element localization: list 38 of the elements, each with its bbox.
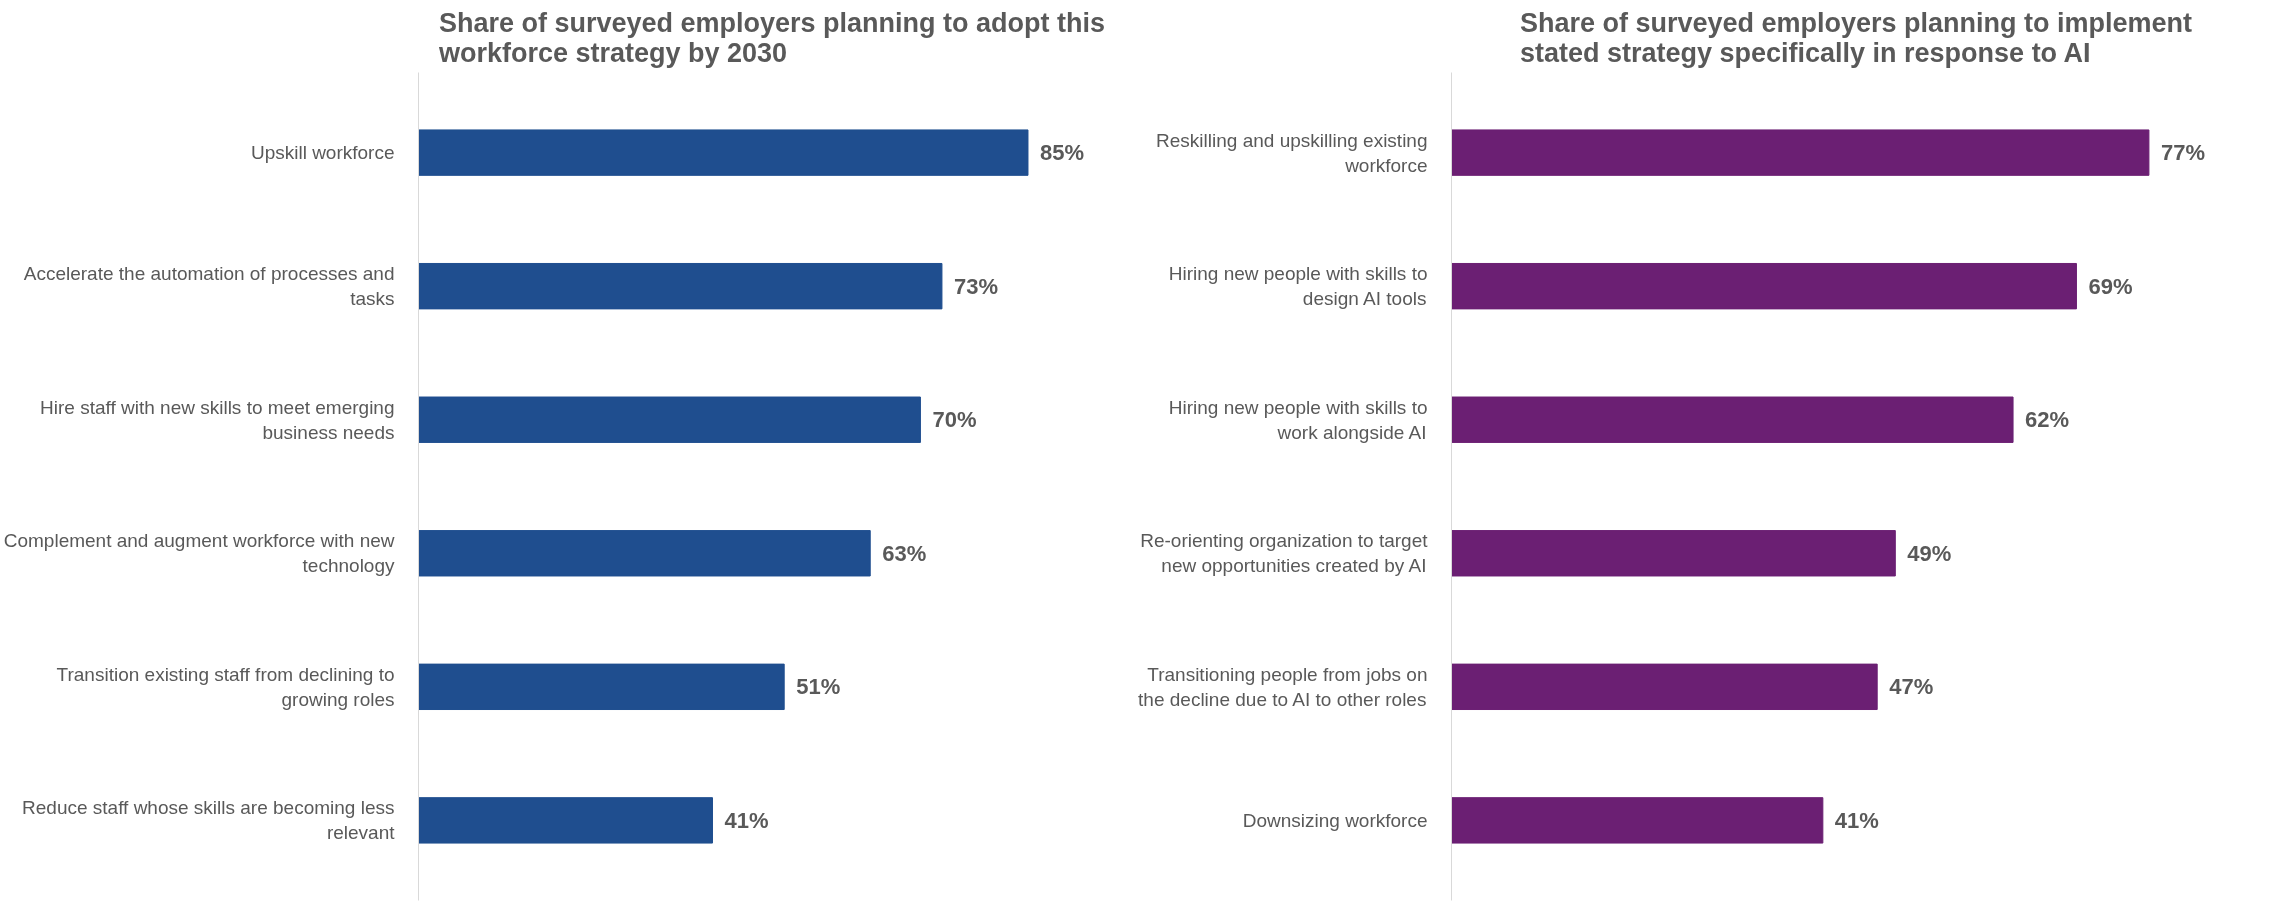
y-tick-label: Reskilling and upskilling existing workforce bbox=[1156, 129, 1428, 176]
y-tick-label: Hiring new people with skills to work alongside AI bbox=[1168, 396, 1428, 443]
y-tick-label: Transition existing staff from declining to growing roles bbox=[56, 663, 395, 710]
bar bbox=[1451, 797, 1824, 844]
y-tick-label: Hire staff with new skills to meet emerging business needs bbox=[40, 396, 395, 443]
data-label: 47% bbox=[1889, 674, 1934, 700]
y-tick-label: Hiring new people with skills to design AI tools bbox=[1168, 263, 1428, 310]
data-label: 41% bbox=[724, 807, 769, 833]
bar bbox=[1451, 262, 2077, 310]
data-label: 62% bbox=[2025, 407, 2070, 433]
data-label: 85% bbox=[1039, 140, 1085, 166]
data-label: 41% bbox=[1834, 807, 1879, 833]
bar bbox=[418, 262, 943, 310]
data-label: 49% bbox=[1907, 540, 1952, 566]
data-label: 51% bbox=[796, 674, 841, 700]
chart-title: Share of surveyed employers planning to implement stated strategy specifically in response to AI bbox=[1519, 7, 2193, 68]
bar bbox=[418, 797, 713, 844]
chart-title: Share of surveyed employers planning to adopt this workforce strategy by 2030 bbox=[437, 7, 1106, 68]
data-label: 63% bbox=[882, 540, 927, 566]
y-tick-label: Complement and augment workforce with new technology bbox=[3, 530, 395, 577]
bar bbox=[1451, 663, 1878, 711]
bar bbox=[418, 663, 785, 711]
bar bbox=[1451, 530, 1896, 577]
bar bbox=[418, 530, 871, 577]
data-label: 73% bbox=[953, 273, 998, 299]
y-tick-label: Reduce staff whose skills are becoming less relevant bbox=[22, 797, 396, 844]
bar bbox=[1451, 129, 2150, 176]
y-tick-label: Re-orienting organization to target new opportunities created by AI bbox=[1140, 530, 1429, 577]
bar bbox=[418, 396, 921, 443]
bar bbox=[418, 129, 1029, 176]
y-tick-label: Transitioning people from jobs on the decline due to AI to other roles bbox=[1138, 663, 1428, 710]
bar bbox=[1451, 396, 2014, 443]
data-label: 70% bbox=[932, 407, 977, 433]
y-tick-label: Downsizing workforce bbox=[1242, 809, 1428, 831]
data-label: 69% bbox=[2088, 273, 2133, 299]
y-tick-label: Upskill workforce bbox=[250, 142, 395, 164]
y-tick-label: Accelerate the automation of processes and tasks bbox=[23, 263, 395, 310]
data-label: 77% bbox=[2160, 140, 2205, 166]
